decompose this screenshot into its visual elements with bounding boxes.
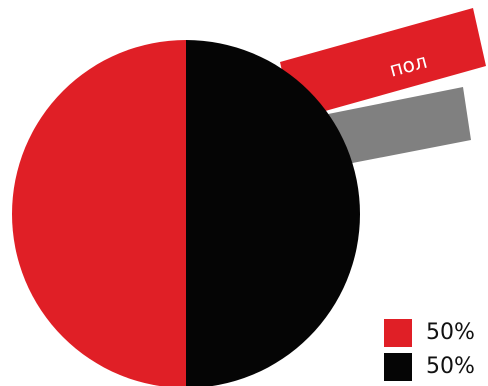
legend-swatch-black [384,353,412,381]
legend-label-red: 50% [426,320,475,345]
red-banner [280,8,486,120]
legend-swatch-red [384,319,412,347]
legend-item-red: 50% [384,316,475,350]
legend-label-black: 50% [426,354,475,379]
pie-slice-red [12,40,186,386]
pie-slices [12,40,360,386]
pie-slice-black [186,40,360,386]
legend: 50% 50% [384,316,475,384]
legend-item-black: 50% [384,350,475,384]
